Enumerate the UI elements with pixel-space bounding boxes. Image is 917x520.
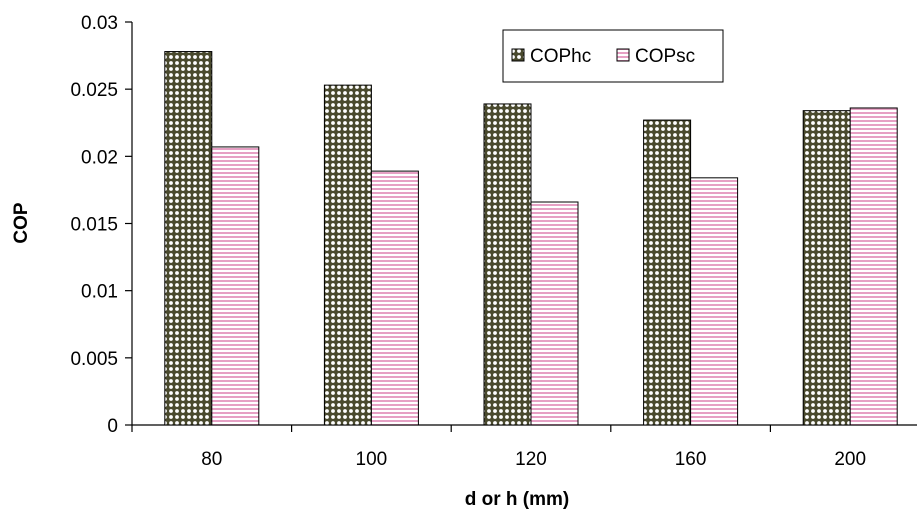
y-tick-label: 0.025 xyxy=(70,80,118,101)
x-tick-label: 100 xyxy=(356,449,388,470)
legend-swatch-copsc xyxy=(616,48,630,62)
bar-cophc-80 xyxy=(164,51,213,426)
x-tick-label: 200 xyxy=(834,449,866,470)
x-axis-ticks: 80 100 120 160 200 xyxy=(131,425,866,470)
legend-label-cophc: COPhc xyxy=(530,46,591,67)
bar-cophc-200 xyxy=(802,110,851,426)
y-tick-label: 0 xyxy=(107,416,118,437)
legend-box xyxy=(502,29,724,83)
legend-swatch-cophc xyxy=(511,48,525,62)
bar-copsc-160 xyxy=(690,177,739,426)
bar-copsc-200 xyxy=(849,107,898,426)
y-tick-label: 0.01 xyxy=(81,282,118,303)
x-tick-label: 160 xyxy=(675,449,707,470)
legend-label-copsc: COPsc xyxy=(635,46,695,67)
bar-copsc-80 xyxy=(211,146,260,426)
legend: COPhc COPsc xyxy=(502,29,724,83)
y-axis-ticks: 0 0.005 0.01 0.015 0.02 0.025 0.03 xyxy=(70,13,132,437)
y-tick-label: 0.03 xyxy=(81,13,118,34)
bar-cophc-100 xyxy=(323,84,372,426)
bar-cophc-160 xyxy=(643,119,692,426)
y-tick-label: 0.005 xyxy=(70,349,118,370)
bar-copsc-100 xyxy=(370,170,419,426)
bars xyxy=(164,51,898,426)
x-tick-label: 80 xyxy=(201,449,222,470)
y-tick-label: 0.015 xyxy=(70,215,118,236)
x-tick-label: 120 xyxy=(515,449,547,470)
bar-cophc-120 xyxy=(483,103,532,426)
bar-copsc-120 xyxy=(530,201,579,426)
x-axis-title: d or h (mm) xyxy=(465,489,570,510)
y-axis-title: COP xyxy=(11,202,32,244)
y-tick-label: 0.02 xyxy=(81,147,118,168)
